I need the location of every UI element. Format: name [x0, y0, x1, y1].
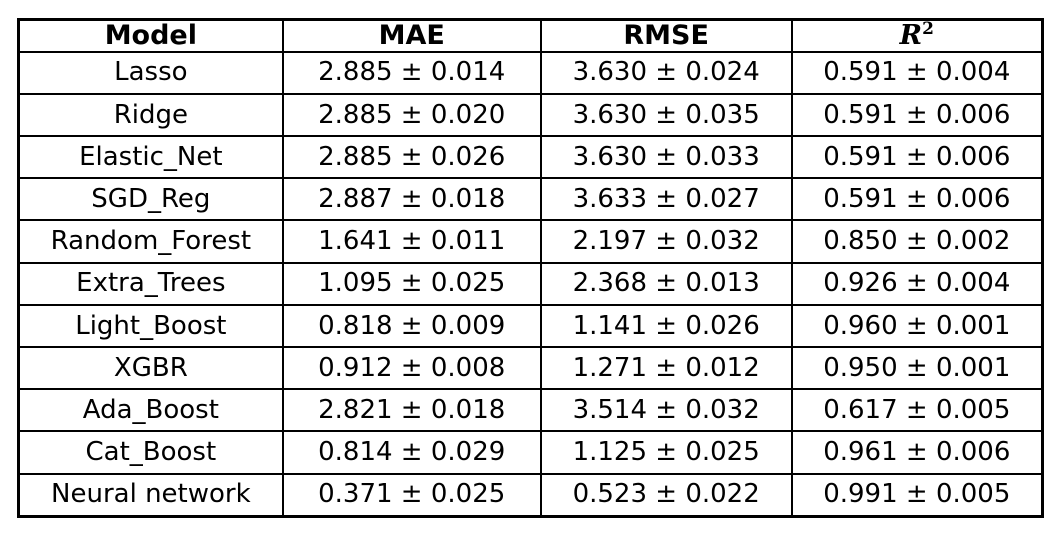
rmse-cell: 3.630 ± 0.024	[539, 50, 793, 95]
column-header-r-squared: R2	[790, 18, 1044, 53]
mae-cell: 2.885 ± 0.014	[281, 50, 542, 95]
r2-cell: 0.850 ± 0.002	[790, 219, 1044, 264]
mae-cell: 2.887 ± 0.018	[281, 177, 542, 222]
rmse-cell: 1.141 ± 0.026	[539, 303, 793, 349]
rmse-cell: 3.630 ± 0.033	[539, 135, 793, 180]
r2-cell: 0.961 ± 0.006	[790, 430, 1044, 475]
r-squared-exponent: 2	[922, 19, 934, 39]
r2-cell: 0.591 ± 0.006	[790, 135, 1044, 180]
column-header-model: Model	[17, 18, 284, 53]
rmse-cell: 2.197 ± 0.032	[539, 219, 793, 264]
table-row: Light_Boost 0.818 ± 0.009 1.141 ± 0.026 …	[17, 303, 1044, 349]
rmse-cell: 1.271 ± 0.012	[539, 345, 793, 391]
mae-cell: 0.912 ± 0.008	[281, 345, 542, 391]
mae-cell: 1.641 ± 0.011	[281, 219, 542, 264]
table-row: Extra_Trees 1.095 ± 0.025 2.368 ± 0.013 …	[17, 261, 1044, 306]
model-name-cell: XGBR	[17, 345, 284, 391]
mae-cell: 0.371 ± 0.025	[281, 472, 542, 518]
model-name-cell: Neural network	[17, 472, 284, 518]
mae-cell: 0.814 ± 0.029	[281, 430, 542, 475]
r2-cell: 0.950 ± 0.001	[790, 345, 1044, 391]
rmse-cell: 3.630 ± 0.035	[539, 92, 793, 138]
table-row: XGBR 0.912 ± 0.008 1.271 ± 0.012 0.950 ±…	[17, 345, 1044, 391]
model-name-cell: Extra_Trees	[17, 261, 284, 306]
model-metrics-table: Model MAE RMSE R2 Lasso 2.885 ± 0.014 3.…	[17, 18, 1044, 518]
table-row: Lasso 2.885 ± 0.014 3.630 ± 0.024 0.591 …	[17, 50, 1044, 95]
table-row: Elastic_Net 2.885 ± 0.026 3.630 ± 0.033 …	[17, 135, 1044, 180]
model-name-cell: Lasso	[17, 50, 284, 95]
column-header-mae: MAE	[281, 18, 542, 53]
r2-cell: 0.991 ± 0.005	[790, 472, 1044, 518]
table-row: Random_Forest 1.641 ± 0.011 2.197 ± 0.03…	[17, 219, 1044, 264]
table-header-row: Model MAE RMSE R2	[17, 18, 1044, 53]
mae-cell: 2.885 ± 0.026	[281, 135, 542, 180]
rmse-cell: 1.125 ± 0.025	[539, 430, 793, 475]
table-row: Ridge 2.885 ± 0.020 3.630 ± 0.035 0.591 …	[17, 92, 1044, 138]
r2-cell: 0.926 ± 0.004	[790, 261, 1044, 306]
mae-cell: 2.821 ± 0.018	[281, 388, 542, 433]
model-name-cell: Ridge	[17, 92, 284, 138]
model-name-cell: Cat_Boost	[17, 430, 284, 475]
model-name-cell: Random_Forest	[17, 219, 284, 264]
r-squared-symbol: R	[899, 20, 923, 51]
rmse-cell: 3.633 ± 0.027	[539, 177, 793, 222]
table-row: SGD_Reg 2.887 ± 0.018 3.633 ± 0.027 0.59…	[17, 177, 1044, 222]
rmse-cell: 0.523 ± 0.022	[539, 472, 793, 518]
r2-cell: 0.591 ± 0.004	[790, 50, 1044, 95]
table-row: Ada_Boost 2.821 ± 0.018 3.514 ± 0.032 0.…	[17, 388, 1044, 433]
rmse-cell: 2.368 ± 0.013	[539, 261, 793, 306]
table-row: Neural network 0.371 ± 0.025 0.523 ± 0.0…	[17, 472, 1044, 518]
column-header-rmse: RMSE	[539, 18, 793, 53]
r2-cell: 0.591 ± 0.006	[790, 177, 1044, 222]
results-table-container: Model MAE RMSE R2 Lasso 2.885 ± 0.014 3.…	[17, 18, 1044, 518]
rmse-cell: 3.514 ± 0.032	[539, 388, 793, 433]
model-name-cell: Ada_Boost	[17, 388, 284, 433]
mae-cell: 0.818 ± 0.009	[281, 303, 542, 349]
r2-cell: 0.591 ± 0.006	[790, 92, 1044, 138]
model-name-cell: SGD_Reg	[17, 177, 284, 222]
r2-cell: 0.960 ± 0.001	[790, 303, 1044, 349]
model-name-cell: Elastic_Net	[17, 135, 284, 180]
mae-cell: 2.885 ± 0.020	[281, 92, 542, 138]
table-row: Cat_Boost 0.814 ± 0.029 1.125 ± 0.025 0.…	[17, 430, 1044, 475]
model-name-cell: Light_Boost	[17, 303, 284, 349]
mae-cell: 1.095 ± 0.025	[281, 261, 542, 306]
r2-cell: 0.617 ± 0.005	[790, 388, 1044, 433]
